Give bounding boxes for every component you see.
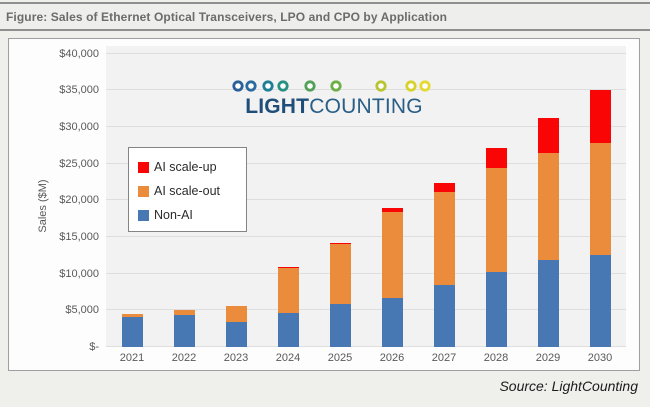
x-tick-label-2027: 2027 bbox=[431, 352, 457, 364]
lightcounting-beads-icon bbox=[231, 80, 437, 92]
legend-label: AI scale-out bbox=[154, 184, 221, 198]
wordmark-light: LIGHT bbox=[245, 95, 310, 118]
y-tick-label: $30,000 bbox=[59, 120, 99, 133]
legend-item-non-ai: Non-AI bbox=[138, 203, 246, 227]
lightcounting-wordmark: LIGHTCOUNTING bbox=[228, 95, 440, 119]
bar-2029-ai-scale-up bbox=[537, 118, 559, 153]
bar-2024-ai-scale-out bbox=[277, 267, 299, 314]
bar-2026-non-ai bbox=[381, 297, 403, 347]
bar-2029-ai-scale-out bbox=[537, 153, 559, 260]
wordmark-counting: COUNTING bbox=[309, 95, 423, 118]
bar-2022-ai-scale-out bbox=[173, 309, 195, 316]
lightcounting-logo: LIGHTCOUNTING bbox=[228, 77, 440, 121]
gridline-0 bbox=[106, 346, 626, 347]
bar-2028-ai-scale-out bbox=[485, 168, 507, 273]
bar-2023-non-ai bbox=[225, 322, 247, 347]
x-tick-label-2025: 2025 bbox=[327, 352, 353, 364]
bar-2030-ai-scale-out bbox=[589, 143, 611, 256]
bar-2026-ai-scale-out bbox=[381, 212, 403, 298]
bar-2030-non-ai bbox=[589, 255, 611, 347]
x-tick-label-2026: 2026 bbox=[379, 352, 405, 364]
legend-swatch bbox=[138, 209, 149, 221]
bar-2023-ai-scale-out bbox=[225, 305, 247, 323]
bead-8 bbox=[419, 80, 431, 92]
gridline-30000 bbox=[106, 125, 626, 127]
y-axis-title: Sales ($M) bbox=[37, 179, 49, 233]
bar-2025-ai-scale-up bbox=[329, 242, 351, 244]
gridline-5000 bbox=[106, 309, 626, 311]
bar-2029-non-ai bbox=[537, 259, 559, 347]
x-tick-label-2024: 2024 bbox=[275, 352, 301, 364]
y-tick-label: $5,000 bbox=[65, 304, 99, 317]
legend-item-ai-scale-out: AI scale-out bbox=[138, 179, 246, 203]
gridline-10000 bbox=[106, 272, 626, 274]
legend-swatch bbox=[138, 185, 149, 197]
bead-3 bbox=[277, 80, 289, 92]
bead-circles bbox=[232, 80, 431, 92]
figure-title: Figure: Sales of Ethernet Optical Transc… bbox=[6, 9, 448, 24]
legend-label: AI scale-up bbox=[154, 160, 217, 174]
x-tick-label-2029: 2029 bbox=[535, 352, 561, 364]
source-note: Source: LightCounting bbox=[499, 378, 638, 394]
gridline-15000 bbox=[106, 235, 626, 237]
y-tick-label: $15,000 bbox=[59, 230, 99, 243]
bar-2024-ai-scale-up bbox=[277, 267, 299, 268]
legend-label: Non-AI bbox=[154, 208, 193, 222]
y-tick-label: $40,000 bbox=[59, 47, 99, 60]
legend: AI scale-up AI scale-out Non-AI bbox=[128, 147, 247, 232]
legend-item-ai-scale-up: AI scale-up bbox=[138, 155, 246, 179]
bead-2 bbox=[262, 80, 274, 92]
bar-2028-ai-scale-up bbox=[485, 148, 507, 169]
bar-2030-ai-scale-up bbox=[589, 89, 611, 144]
x-tick-label-2030: 2030 bbox=[587, 352, 613, 364]
gridline-20000 bbox=[106, 199, 626, 201]
gridline-35000 bbox=[106, 89, 626, 91]
y-tick-label: $10,000 bbox=[59, 267, 99, 280]
bar-2022-non-ai bbox=[173, 315, 195, 347]
bar-2026-ai-scale-up bbox=[381, 208, 403, 213]
bar-2027-ai-scale-up bbox=[433, 183, 455, 193]
y-axis-labels: $- $5,000 $10,000 $15,000 $20,000 $25,000 $30,… bbox=[9, 39, 99, 372]
gridline-25000 bbox=[106, 162, 626, 164]
x-axis-labels: 2021 2022 2023 2024 2025 2026 2027 2028 2029 2030 bbox=[106, 352, 626, 366]
bead-5 bbox=[330, 80, 342, 92]
bar-2027-non-ai bbox=[433, 284, 455, 347]
legend-swatch bbox=[138, 161, 149, 173]
chart-panel: $- $5,000 $10,000 $15,000 $20,000 $25,000 $30,… bbox=[8, 38, 640, 371]
bead-6 bbox=[375, 80, 387, 92]
bar-2028-non-ai bbox=[485, 272, 507, 347]
figure-header: Figure: Sales of Ethernet Optical Transc… bbox=[0, 2, 650, 31]
bead-4 bbox=[304, 80, 316, 92]
y-tick-label: $20,000 bbox=[59, 194, 99, 207]
bar-2025-non-ai bbox=[329, 304, 351, 347]
x-tick-label-2022: 2022 bbox=[171, 352, 197, 364]
gridline-40000 bbox=[106, 52, 626, 54]
y-tick-label: $25,000 bbox=[59, 157, 99, 170]
bar-2021-non-ai bbox=[121, 316, 143, 347]
x-tick-label-2021: 2021 bbox=[119, 352, 145, 364]
bead-7 bbox=[405, 80, 417, 92]
bead-0 bbox=[232, 80, 244, 92]
bar-2025-ai-scale-out bbox=[329, 243, 351, 305]
bar-2024-non-ai bbox=[277, 313, 299, 347]
y-tick-label: $- bbox=[89, 341, 99, 353]
x-tick-label-2028: 2028 bbox=[483, 352, 509, 364]
y-tick-label: $35,000 bbox=[59, 84, 99, 97]
x-tick-label-2023: 2023 bbox=[223, 352, 249, 364]
bar-2021-ai-scale-out bbox=[121, 314, 143, 317]
bead-1 bbox=[245, 80, 257, 92]
bar-2027-ai-scale-out bbox=[433, 192, 455, 285]
